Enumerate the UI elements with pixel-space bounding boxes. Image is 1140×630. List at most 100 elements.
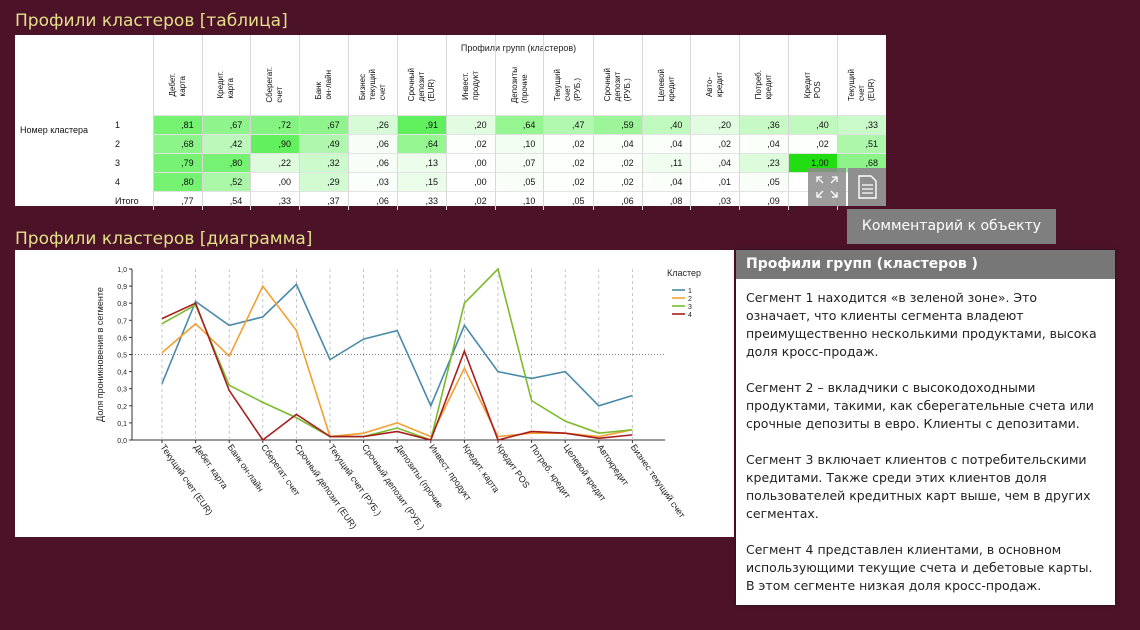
x-tick-label: Банк он-лайн — [226, 442, 266, 493]
total-cell: ,08 — [641, 191, 691, 210]
y-tick-label: 1,0 — [117, 267, 127, 274]
table-cell: ,68 — [836, 153, 886, 173]
y-tick-label: 0,1 — [117, 421, 127, 428]
table-cell: ,36 — [739, 115, 789, 135]
column-header-label: Потреб. кредит — [753, 70, 773, 100]
comment-tooltip: Комментарий к объекту — [847, 209, 1056, 244]
x-tick-label: Автокредит — [595, 442, 631, 487]
column-header: Срочный депозит (РУБ.) — [592, 35, 643, 116]
table-cell: ,42 — [201, 134, 251, 154]
column-header-label: Сберегат. счет — [265, 67, 285, 103]
table-cell: ,05 — [494, 172, 544, 192]
table-cell: ,04 — [641, 172, 691, 192]
table-header-row: Дебет. карта Кредит. карта Сберегат. счет Б… — [15, 35, 886, 116]
table-cell: ,10 — [494, 134, 544, 154]
comment-button[interactable] — [848, 168, 886, 206]
row-header-label: Номер кластера — [20, 125, 89, 135]
comment-paragraph: Сегмент 1 находится «в зеленой зоне». Эт… — [746, 290, 1097, 359]
total-cell: ,33 — [396, 191, 447, 210]
table-cell: ,59 — [592, 115, 643, 135]
column-header-label: Текущий счет (РУБ.) — [553, 69, 583, 101]
table-cell: ,00 — [445, 153, 496, 173]
cluster-profile-table: Дебет. карта Кредит. карта Сберегат. счет Б… — [15, 35, 886, 210]
table-cell: ,90 — [250, 134, 300, 154]
legend-label: 4 — [688, 312, 692, 319]
cluster-number: 1 — [115, 119, 121, 130]
column-header-label: Кредит. карта — [216, 71, 236, 99]
expand-icon — [816, 176, 838, 198]
y-tick-label: 0,2 — [117, 404, 127, 411]
chart-section-title: Профили кластеров [диаграмма] — [15, 229, 313, 249]
expand-button[interactable] — [808, 168, 846, 206]
table-cell: ,02 — [690, 134, 740, 154]
column-header-label: Инвест. продукт — [460, 70, 480, 100]
total-cell: ,03 — [690, 191, 740, 210]
table-row: Номер кластера 1,81,67,72,67,26,91,20,64,… — [15, 115, 886, 135]
table-cell: ,40 — [641, 115, 691, 135]
column-header: Сберегат. счет — [250, 35, 300, 116]
x-tick-label: Срочный депозит (РУБ.) — [360, 442, 427, 531]
total-cell: ,54 — [201, 191, 251, 210]
table-cell: ,64 — [396, 134, 447, 154]
y-axis-label: Доля проникновения в сегменте — [95, 287, 105, 422]
column-header: Целевой кредит — [641, 35, 691, 116]
table-cell: ,80 — [201, 153, 251, 173]
y-tick-label: 0,0 — [117, 438, 127, 445]
column-header-label: Кредит POS — [802, 71, 822, 99]
table-cell: ,79 — [152, 153, 203, 173]
comment-paragraph: Сегмент 3 включает клиентов с потребител… — [746, 452, 1091, 521]
total-cell: ,09 — [739, 191, 789, 210]
table-cell: ,02 — [592, 172, 643, 192]
table-row: 3,79,80,22,32,06,13,00,07,02,02,11,04,23… — [15, 153, 886, 173]
column-header: Бизнес текущий счет — [347, 35, 398, 116]
x-tick-label: Кредит POS — [494, 442, 531, 489]
total-cell: ,33 — [250, 191, 300, 210]
y-tick-label: 0,5 — [117, 353, 127, 360]
table-cell: ,06 — [347, 153, 398, 173]
y-tick-label: 0,8 — [117, 301, 127, 308]
table-cell: ,52 — [201, 172, 251, 192]
table-cell: ,67 — [201, 115, 251, 135]
table-corner — [15, 35, 153, 116]
x-tick-label: Бизнес текущий счет — [629, 442, 687, 519]
table-cell: ,11 — [641, 153, 691, 173]
table-cell: ,40 — [787, 115, 838, 135]
y-tick-label: 0,7 — [117, 318, 127, 325]
table-cell: ,67 — [298, 115, 349, 135]
table-cell: ,04 — [690, 153, 740, 173]
total-cell: ,05 — [543, 191, 594, 210]
y-tick-label: 0,9 — [117, 284, 127, 291]
table-total-row: Итого ,77,54,33,37,06,33,02,10,05,06,08,0… — [15, 191, 886, 210]
column-header: Потреб. кредит — [739, 35, 789, 116]
table-cell: ,05 — [739, 172, 789, 192]
table-cell: ,26 — [347, 115, 398, 135]
table-cell: ,47 — [543, 115, 594, 135]
legend-title: Кластер — [667, 268, 701, 278]
table-cell: ,64 — [494, 115, 544, 135]
y-tick-label: 0,4 — [117, 370, 127, 377]
table-cell: ,03 — [347, 172, 398, 192]
table-cell: ,91 — [396, 115, 447, 135]
column-header: Текущий счет (РУБ.) — [543, 35, 594, 116]
legend-label: 3 — [688, 304, 692, 311]
column-header-label: Срочный депозит (EUR) — [406, 68, 436, 102]
total-cell: ,06 — [592, 191, 643, 210]
total-cell: ,37 — [298, 191, 349, 210]
table-cell: ,02 — [543, 134, 594, 154]
table-cell: ,80 — [152, 172, 203, 192]
table-cell: ,04 — [641, 134, 691, 154]
column-header: Инвест. продукт — [445, 35, 496, 116]
column-header: Депозиты (прочие — [494, 35, 544, 116]
row-label: 4 — [15, 173, 153, 192]
table-cell: ,00 — [445, 172, 496, 192]
table-cell: ,04 — [592, 134, 643, 154]
y-tick-label: 0,3 — [117, 387, 127, 394]
cluster-number: 4 — [115, 176, 121, 187]
cluster-profile-chart-panel: 0,0 0,1 0,2 0,3 0,4 0,5 0,6 0,7 0,8 0,9 1,0 Текущий… — [15, 250, 734, 537]
table-cell: ,20 — [690, 115, 740, 135]
total-cell: ,10 — [494, 191, 544, 210]
table-cell: ,49 — [298, 134, 349, 154]
table-cell: ,04 — [739, 134, 789, 154]
table-cell: ,29 — [298, 172, 349, 192]
y-tick-label: 0,6 — [117, 335, 127, 342]
